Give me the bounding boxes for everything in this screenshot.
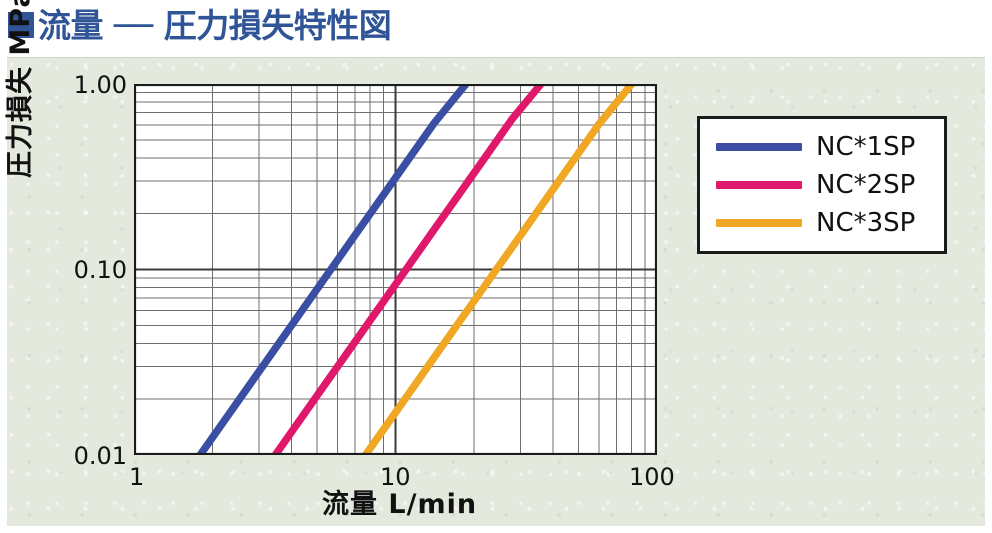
y-tick-label-1: 1.00 (73, 71, 127, 99)
legend-item-0: NC*1SP (700, 128, 944, 166)
plot-area (134, 84, 657, 455)
legend-swatch-1 (716, 181, 802, 189)
x-tick-label-10: 10 (380, 463, 411, 491)
series-line-0 (197, 84, 469, 455)
y-tick-label-0-10: 0.10 (73, 256, 127, 284)
loglog-plot (134, 84, 657, 455)
series-lines (197, 84, 635, 455)
plot-frame (134, 84, 657, 455)
x-tick-label-100: 100 (629, 463, 675, 491)
page-title-text: 流量 ── 圧力損失特性図 (38, 5, 392, 45)
legend-label-2: NC*3SP (816, 208, 916, 238)
x-axis-title: 流量 L/min (322, 489, 478, 520)
legend-label-1: NC*2SP (816, 170, 916, 200)
series-line-1 (272, 84, 544, 455)
square-bullet-icon (8, 12, 34, 38)
y-axis-title: 圧力損失 MPa (5, 0, 36, 178)
page-title: 流量 ── 圧力損失特性図 (8, 2, 392, 48)
y-tick-label-0-01: 0.01 (73, 442, 127, 470)
grid-major-lines (134, 84, 657, 455)
legend-item-2: NC*3SP (700, 204, 944, 242)
x-tick-label-1: 1 (129, 463, 145, 491)
legend-swatch-0 (716, 143, 802, 151)
chart-panel: 圧力損失 MPa 1.00 0.10 0.01 1 10 100 流量 L/mi… (5, 0, 985, 526)
legend-item-1: NC*2SP (700, 166, 944, 204)
legend-label-0: NC*1SP (816, 132, 916, 162)
series-line-2 (362, 84, 635, 455)
legend: NC*1SP NC*2SP NC*3SP (697, 116, 947, 254)
legend-swatch-2 (716, 219, 802, 227)
